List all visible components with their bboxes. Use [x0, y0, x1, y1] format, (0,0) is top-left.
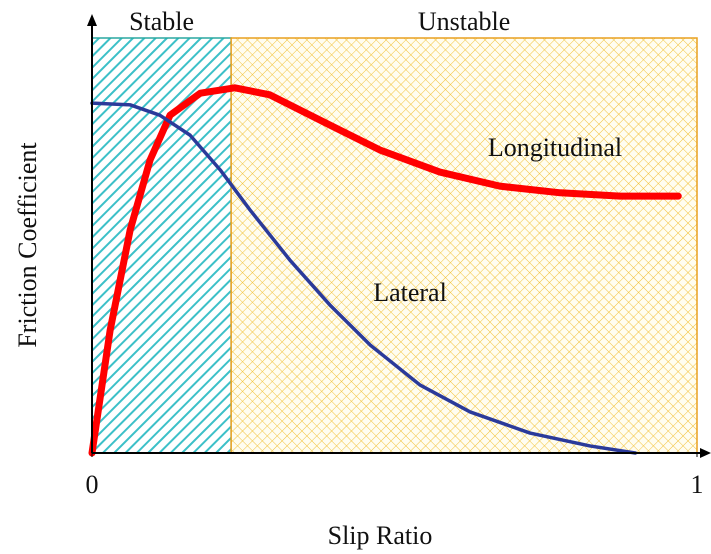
- region: [91, 37, 232, 454]
- y-axis-label: Friction Coefficient: [13, 142, 42, 348]
- curve: [90, 101, 638, 455]
- curve-label: Lateral: [373, 278, 447, 307]
- region: [230, 37, 698, 454]
- curve-label: Longitudinal: [488, 133, 622, 162]
- region-label: Unstable: [418, 7, 510, 36]
- x-tick-label: 1: [691, 470, 704, 499]
- x-axis-arrow: [700, 448, 711, 458]
- x-tick-label: 0: [86, 470, 99, 499]
- region-label: Stable: [129, 7, 194, 36]
- curve: [88, 84, 682, 457]
- y-axis-arrow: [87, 14, 97, 26]
- x-axis-label: Slip Ratio: [328, 521, 433, 550]
